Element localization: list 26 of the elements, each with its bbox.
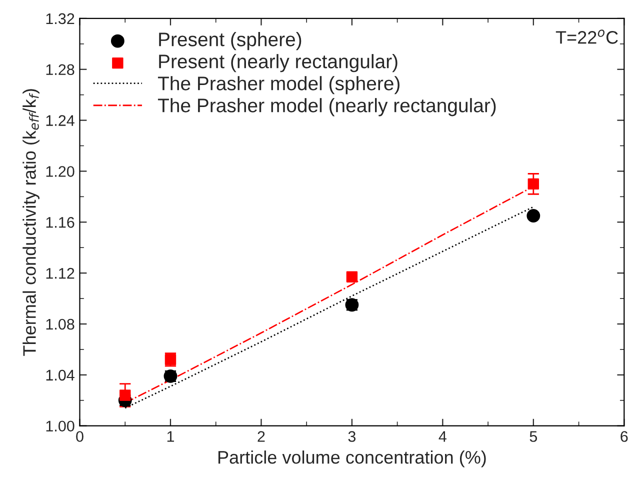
y-tick-label: 1.32 [46, 13, 74, 24]
x-tick-label: 2 [258, 431, 265, 442]
x-tick-label: 3 [348, 431, 356, 442]
legend-label: The Prasher model (nearly rectangular) [158, 98, 496, 116]
y-tick-label: 1.00 [46, 420, 74, 432]
x-tick-label: 5 [530, 431, 538, 442]
annotation: T=22$^{o}$C [556, 30, 618, 44]
legend-label: The Prasher model (sphere) [158, 76, 400, 94]
y-tick-label: 1.12 [46, 268, 74, 279]
x-tick-label: 1 [167, 431, 174, 442]
x-axis-title: Particle volume concentration (%) [218, 450, 486, 468]
y-tick-label: 1.08 [46, 318, 74, 330]
y-axis-title: Thermal conductivity ratio (k$_{eff}$/k$_{f}$) [22, 89, 40, 356]
legend-label: Present (sphere) [159, 32, 302, 50]
point [528, 178, 540, 190]
x-tick-label: 0 [76, 431, 84, 442]
point [346, 271, 358, 282]
y-tick-label: 1.04 [46, 370, 74, 381]
y-tick-label: 1.16 [46, 217, 74, 228]
y-tick-label: 1.28 [46, 64, 74, 76]
x-tick-label: 4 [438, 431, 446, 442]
y-tick-label: 1.20 [46, 166, 74, 177]
legend-label: Present (nearly rectangular) [159, 54, 398, 72]
y-tick-label: 1.24 [46, 115, 74, 126]
x-tick-label: 6 [620, 431, 628, 442]
point [526, 209, 540, 222]
